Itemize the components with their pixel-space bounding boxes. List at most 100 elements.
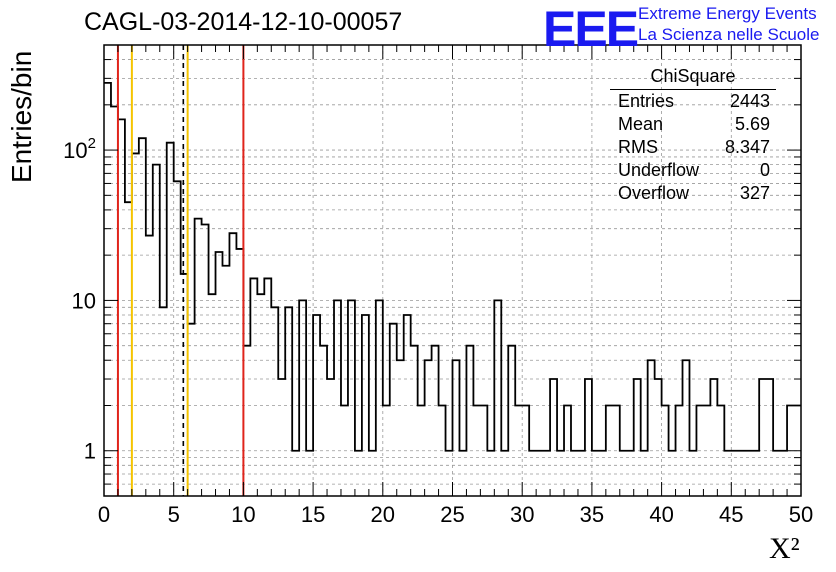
histogram-bin: [738, 451, 745, 496]
histogram-bin: [195, 219, 202, 496]
x-tick-label: 25: [440, 502, 464, 527]
histogram-bin: [216, 252, 223, 496]
axis-ticks: [103, 44, 802, 497]
histogram-outline: [104, 81, 801, 452]
histogram-bin: [766, 379, 773, 496]
histogram-bin: [773, 451, 780, 496]
stats-row-mean: Mean 5.69: [610, 113, 776, 136]
histogram-bin: [501, 451, 508, 496]
stats-value: 0: [759, 160, 770, 180]
histogram-bin: [425, 360, 432, 496]
stats-row-overflow: Overflow 327: [610, 182, 776, 205]
histogram-bin: [285, 307, 292, 496]
histogram-bin: [578, 451, 585, 496]
histogram-bin: [139, 138, 146, 496]
x-tick-label: 0: [98, 502, 110, 527]
histogram-bin: [418, 405, 425, 496]
x-tick-label: 20: [371, 502, 395, 527]
histogram-bin: [634, 379, 641, 496]
histogram-bin: [341, 405, 348, 496]
stats-label: RMS: [618, 137, 658, 157]
x-tick-label: 5: [168, 502, 180, 527]
y-tick-label: 10: [72, 288, 96, 313]
stats-label: Underflow: [618, 160, 700, 180]
histogram-bin: [627, 451, 634, 496]
marker-lines: [116, 45, 245, 496]
x-tick-label: 35: [580, 502, 604, 527]
histogram-bin: [676, 405, 683, 496]
histogram-bin: [271, 307, 278, 496]
histogram-bin: [264, 278, 271, 496]
histogram-bin: [696, 405, 703, 496]
histogram-bin: [480, 405, 487, 496]
histogram-bin: [724, 451, 731, 496]
histogram-bin: [348, 300, 355, 496]
histogram-bin: [390, 324, 397, 496]
histogram-bin: [104, 83, 111, 496]
histogram-bin: [446, 451, 453, 496]
eee-logo: EEE: [543, 1, 639, 57]
histogram-bin: [404, 315, 411, 496]
x-tick-label: 30: [510, 502, 534, 527]
chart-title: CAGL-03-2014-12-10-00057: [84, 8, 403, 36]
histogram-bin: [125, 202, 132, 496]
stats-box: ChiSquare Entries 2443 Mean 5.69 RMS 8.3…: [610, 66, 776, 205]
histogram-bin: [745, 451, 752, 496]
histogram-bin: [759, 379, 766, 496]
histogram-bin: [278, 379, 285, 496]
stats-value: 327: [739, 183, 770, 203]
x-tick-label: 15: [301, 502, 325, 527]
stats-value: 2443: [729, 91, 770, 111]
histogram-bin: [202, 224, 209, 496]
histogram-bin: [529, 451, 536, 496]
histogram-bin: [494, 300, 501, 496]
histogram-bin: [550, 379, 557, 496]
histogram-bin: [515, 405, 522, 496]
histogram-bin: [571, 451, 578, 496]
x-tick-label: 45: [719, 502, 743, 527]
histogram-bin: [466, 346, 473, 496]
y-tick-label: 102: [63, 135, 96, 163]
histogram-bin: [752, 451, 759, 496]
x-tick-label: 10: [231, 502, 255, 527]
stats-box-title: ChiSquare: [610, 66, 776, 90]
histogram-bin: [703, 405, 710, 496]
histogram-bin: [209, 294, 216, 496]
histogram-bin: [355, 451, 362, 496]
histogram-bin: [508, 346, 515, 496]
histogram-bin: [299, 300, 306, 496]
histogram-bin: [118, 119, 125, 496]
histogram-bin: [181, 274, 188, 496]
stats-value: 5.69: [734, 114, 770, 134]
histogram-bin: [487, 451, 494, 496]
histogram-bin: [620, 451, 627, 496]
histogram-bin: [236, 249, 243, 496]
histogram-bin: [599, 451, 606, 496]
stats-value: 8.347: [724, 137, 770, 157]
stats-label: Overflow: [618, 183, 690, 203]
histogram-bin: [229, 233, 236, 496]
histogram-bin: [557, 451, 564, 496]
histogram-bin: [369, 451, 376, 496]
histogram-bin: [669, 451, 676, 496]
stats-row-rms: RMS 8.347: [610, 136, 776, 159]
histogram-bin: [710, 379, 717, 496]
stats-row-underflow: Underflow 0: [610, 159, 776, 182]
stats-label: Mean: [618, 114, 664, 134]
histogram-bin: [362, 315, 369, 496]
histogram-bin: [188, 324, 195, 496]
histogram-bin: [153, 165, 160, 496]
histogram-bin: [160, 307, 167, 496]
logo-line-1: Extreme Energy Events: [638, 4, 817, 23]
histogram-bin: [522, 405, 529, 496]
x-axis-label: X²: [769, 532, 800, 565]
histogram-bin: [432, 346, 439, 496]
histogram-bin: [250, 278, 257, 496]
histogram-bin: [439, 405, 446, 496]
histogram-bin: [585, 379, 592, 496]
histogram-bin: [320, 346, 327, 496]
histogram-bin: [648, 360, 655, 496]
histogram-bin: [397, 360, 404, 496]
histogram-bin: [689, 451, 696, 496]
